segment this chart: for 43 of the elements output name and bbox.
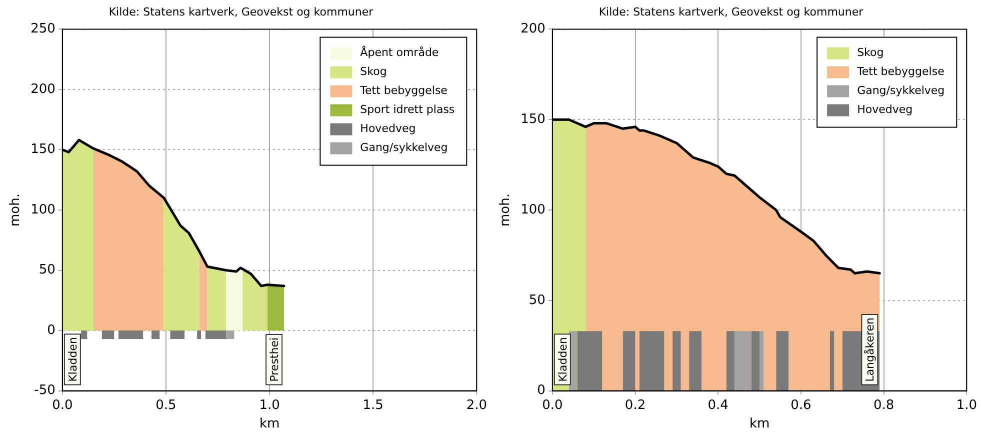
x-axis-title: km [259, 416, 280, 432]
x-tick-label: 2.0 [466, 398, 488, 413]
annotation: Kladden [66, 337, 80, 382]
y-tick-label: 200 [30, 82, 56, 97]
y-tick-label: 50 [38, 262, 56, 278]
legend-label: Gang/sykkelveg [360, 141, 448, 154]
x-tick-label: 0.4 [708, 398, 728, 413]
x-tick-label: 1.0 [956, 398, 978, 413]
y-tick-label: 100 [30, 202, 56, 218]
y-tick-label: 200 [520, 22, 546, 37]
y-tick-label: 150 [520, 112, 546, 127]
legend-label: Hovedveg [857, 103, 913, 116]
legend-label: Gang/sykkelveg [857, 84, 945, 98]
x-axis-title: km [749, 416, 770, 432]
y-axis-title: moh. [498, 194, 514, 226]
legend-label: Hovedveg [360, 122, 416, 136]
chart-title: Kilde: Statens kartverk, Geovekst og kommuner [598, 5, 864, 18]
y-tick-label: -50 [34, 383, 56, 398]
x-tick-label: 0.6 [790, 398, 812, 413]
annotation: Kladden [556, 337, 570, 382]
legend-label: Sport idrett plass [360, 103, 455, 116]
annotation: Langåkeren [864, 317, 877, 382]
y-tick-label: 250 [30, 22, 56, 37]
x-tick-label: 1.5 [362, 398, 384, 413]
legend-label: Åpent område [360, 45, 439, 60]
x-tick-label: 0.5 [156, 398, 176, 413]
y-tick-label: 150 [30, 142, 56, 158]
chart-title: Kilde: Statens kartverk, Geovekst og kommuner [108, 5, 374, 18]
x-tick-label: 0.0 [542, 398, 563, 413]
x-tick-label: 0.0 [52, 398, 73, 413]
y-tick-label: 50 [528, 292, 546, 308]
legend-label: Tett bebyggelse [359, 84, 448, 98]
annotation: Presthei [268, 337, 281, 382]
y-axis-title: moh. [8, 194, 24, 226]
y-tick-label: 0 [47, 322, 56, 338]
x-tick-label: 0.8 [873, 398, 894, 413]
legend-label: Skog [360, 65, 387, 78]
y-tick-label: 100 [520, 202, 546, 218]
x-tick-label: 1.0 [259, 398, 280, 413]
y-tick-label: 0 [537, 383, 546, 398]
legend-label: Skog [857, 46, 884, 60]
x-tick-label: 0.2 [624, 398, 646, 413]
legend-label: Tett bebyggelse [856, 65, 945, 78]
